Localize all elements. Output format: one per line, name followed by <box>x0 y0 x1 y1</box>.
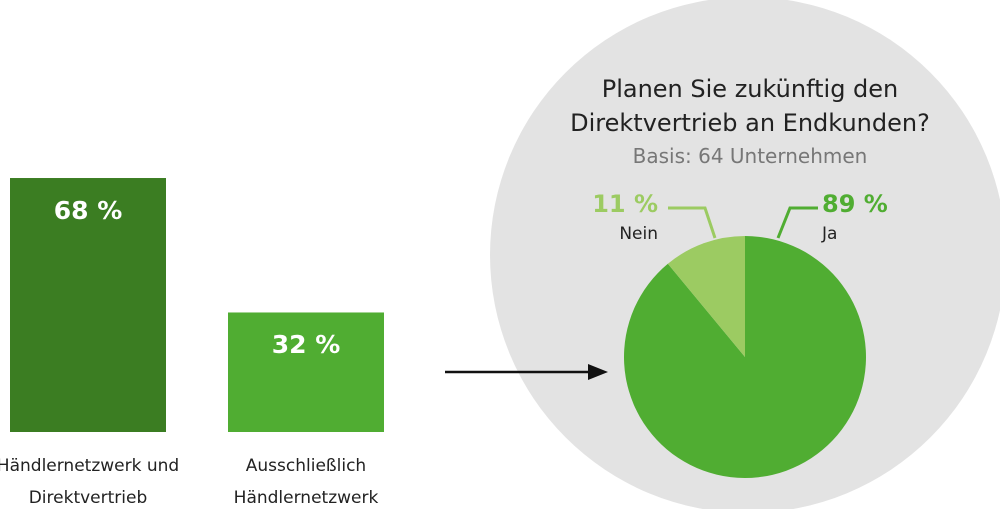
x-tick-label: Händlernetzwerk und Direktvertrieb <box>0 456 180 508</box>
leader-line <box>776 206 818 239</box>
leader-line <box>668 206 717 239</box>
bar <box>228 312 384 432</box>
x-tick-label: Ausschließlich Händlernetzwerk <box>233 456 379 508</box>
pie-category-label: Ja <box>822 224 838 244</box>
pie-subtitle: Basis: 64 Unternehmen <box>632 144 868 168</box>
pie-slice <box>623 236 866 478</box>
bar-value-label: 32 % <box>271 330 341 360</box>
pie-value-label: 11 % <box>592 190 658 218</box>
arrow-head <box>588 364 608 380</box>
bar <box>10 178 166 432</box>
pie-title: Planen Sie zukünftig den Direktvertrieb … <box>570 75 930 137</box>
bar-value-label: 68 % <box>53 196 123 226</box>
pie-value-label: 89 % <box>822 190 888 218</box>
pie-slice <box>667 236 745 357</box>
pie-category-label: Nein <box>619 224 658 244</box>
